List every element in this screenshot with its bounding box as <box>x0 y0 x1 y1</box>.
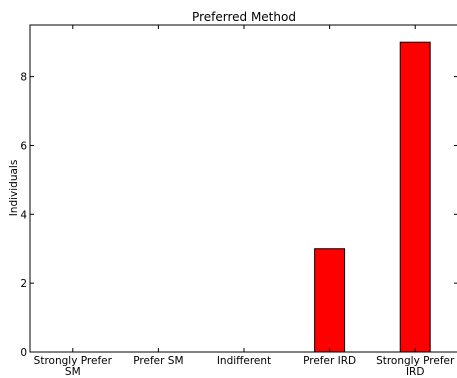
y-tick-label: 6 <box>20 140 27 152</box>
bar <box>314 248 346 353</box>
y-axis-label: Individuals <box>8 160 20 217</box>
x-ticks-group: Strongly Prefer SM Prefer SM Indifferent Pre… <box>34 25 455 378</box>
x-tick-label: Strongly Prefer SM <box>34 355 113 378</box>
plot-frame <box>29 24 457 353</box>
chart-title: Preferred Method <box>192 10 296 24</box>
y-tick-label: 0 <box>20 347 27 359</box>
bars-group <box>314 41 431 353</box>
bar <box>399 41 431 353</box>
x-tick-label: Strongly Prefer IRD <box>376 355 455 378</box>
x-tick-label: Prefer IRD <box>303 355 356 367</box>
x-tick-label: Indifferent <box>217 355 271 367</box>
y-tick-label: 4 <box>20 209 27 221</box>
y-tick-label: 2 <box>20 278 27 290</box>
y-tick-label: 8 <box>20 72 27 84</box>
y-ticks-group: 0 2 4 6 8 <box>20 72 457 359</box>
x-tick-label: Prefer SM <box>133 355 183 367</box>
